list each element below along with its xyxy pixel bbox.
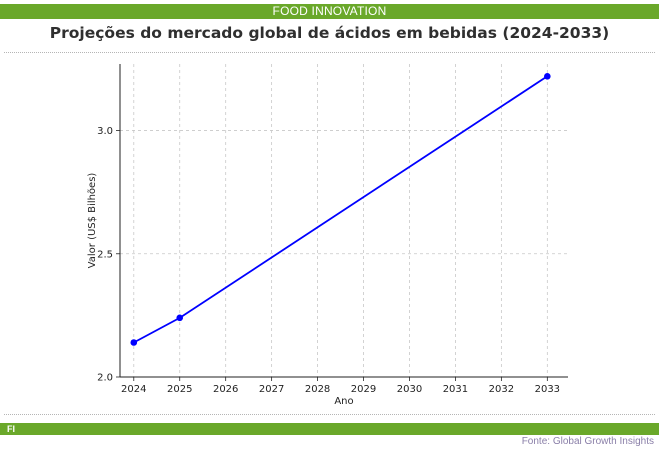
axes [119,64,568,378]
grid [120,64,568,378]
footer-logo: FI [7,424,15,434]
x-tick-label-2029: 2029 [351,384,376,395]
x-tick-label-2032: 2032 [489,384,514,395]
x-tick-label-2028: 2028 [305,384,330,395]
x-tick-label-2025: 2025 [167,384,192,395]
brand-name: FOOD INNOVATION [272,4,387,18]
y-tick-label-2.5: 2.5 [97,249,113,260]
brand-bar: FOOD INNOVATION [0,4,659,19]
x-tick-label-2031: 2031 [443,384,468,395]
y-tick-label-2.0: 2.0 [97,373,113,384]
data-point-2024 [130,339,138,346]
y-tick-label-3.0: 3.0 [97,126,113,137]
y-axis-label: Valor (US$ Bilhões) [87,173,98,269]
chart-title: Projeções do mercado global de ácidos em… [49,24,610,42]
ticks: 2024 2025 2026 2027 2028 2029 2030 2031 2032 2033… [97,126,560,395]
data-points [130,73,551,346]
data-point-2025 [176,314,184,322]
bottom-divider [4,414,655,415]
x-tick-label-2033: 2033 [535,384,560,395]
series-line [133,75,548,344]
x-tick-label-2030: 2030 [397,384,422,395]
x-axis-label: Ano [334,396,353,407]
source-note: Fonte: Global Growth Insights [521,436,654,447]
top-divider [4,52,655,53]
data-point-2033 [544,73,551,80]
x-tick-label-2024: 2024 [121,384,146,395]
footer-bar: FI [0,423,659,435]
x-tick-label-2026: 2026 [213,384,238,395]
x-tick-label-2027: 2027 [259,384,284,395]
